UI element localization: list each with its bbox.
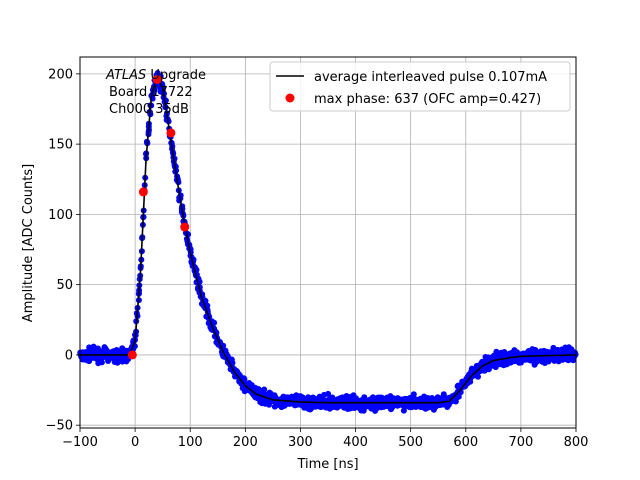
max-phase-point — [152, 74, 162, 84]
max-phase-point — [166, 128, 176, 138]
max-phase-point — [180, 222, 190, 232]
x-tick-label: 500 — [398, 435, 423, 450]
average-pulse-series — [80, 74, 577, 404]
x-tick-label: 800 — [564, 435, 589, 450]
svg-text:ATLAS Upgrade: ATLAS Upgrade — [105, 68, 206, 83]
x-axis-ticks: −100 0 100 200 300 400 500 600 700 800 — [62, 428, 588, 450]
y-tick-label: 150 — [48, 138, 73, 153]
y-axis-ticks: −50 0 50 100 150 200 — [46, 67, 80, 434]
y-tick-label: 50 — [56, 278, 73, 293]
sample-point — [228, 356, 235, 363]
sample-point — [211, 319, 218, 326]
annotation-atlas: ATLAS — [105, 68, 146, 83]
max-phase-series — [127, 74, 190, 360]
y-axis-title: Amplitude [ADC Counts] — [21, 164, 36, 322]
x-tick-label: 100 — [178, 435, 203, 450]
max-phase-point — [127, 350, 137, 360]
annotation-channel: Ch000 35dB — [109, 102, 189, 117]
x-tick-label: 400 — [343, 435, 368, 450]
sample-point — [325, 390, 332, 397]
sample-point — [400, 407, 407, 414]
sample-point — [475, 373, 481, 380]
y-tick-label: 200 — [48, 67, 73, 82]
grid-lines — [79, 57, 577, 428]
x-tick-label: 700 — [508, 435, 533, 450]
y-tick-label: 0 — [65, 348, 73, 363]
legend-box — [269, 61, 571, 112]
annotation-upgrade: Upgrade — [146, 68, 206, 83]
x-axis-title: Time [ns] — [296, 457, 358, 472]
sample-point — [410, 391, 417, 398]
sample-point — [98, 359, 105, 366]
atlas-annotation: ATLAS Upgrade Board 17722 Ch000 35dB — [105, 68, 206, 117]
plot-frame — [79, 56, 577, 429]
x-tick-label: −100 — [62, 435, 98, 450]
sample-point — [240, 375, 247, 382]
legend: average interleaved pulse 0.107mA max ph… — [269, 61, 571, 112]
x-tick-label: 600 — [453, 435, 478, 450]
data-samples-series — [77, 70, 579, 414]
max-phase-point — [138, 187, 148, 197]
x-tick-label: 0 — [131, 435, 139, 450]
x-tick-label: 300 — [288, 435, 313, 450]
y-tick-label: −50 — [46, 419, 73, 434]
legend-label-max-phase: max phase: 637 (OFC amp=0.427) — [314, 92, 541, 107]
legend-dot-swatch — [285, 93, 295, 103]
sample-point — [455, 393, 462, 400]
average-pulse-line — [80, 74, 577, 404]
x-tick-label: 200 — [233, 435, 258, 450]
y-tick-label: 100 — [48, 208, 73, 223]
sample-point — [261, 386, 268, 393]
legend-label-average: average interleaved pulse 0.107mA — [314, 70, 547, 85]
annotation-board: Board 17722 — [109, 85, 193, 100]
